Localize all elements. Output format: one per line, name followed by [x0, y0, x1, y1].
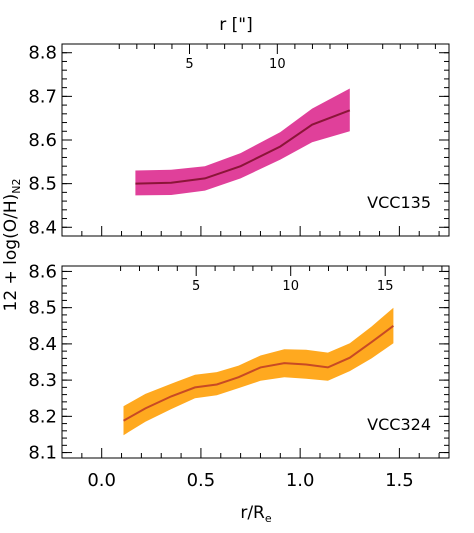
y-tick-label: 8.2 [28, 406, 57, 427]
panel-vcc324: 8.1 8.2 8.3 8.4 8.5 8.6 0.0 0.5 1.0 1.5 5 10 15 VCC32… [28, 261, 450, 491]
top-axis-title: r ["] [219, 15, 252, 35]
y-tick-label: 8.6 [28, 130, 57, 151]
top-tick-label: 10 [269, 57, 286, 72]
x-tick-label: 1.5 [385, 470, 414, 491]
x-axis-label: r/Re [240, 503, 272, 525]
galaxy-label: VCC135 [367, 193, 431, 212]
uncertainty-band [123, 307, 394, 436]
profile-line [123, 324, 394, 422]
top-tick-label: 10 [282, 279, 299, 294]
y-tick-label: 8.8 [28, 43, 57, 64]
y-tick-label: 8.7 [28, 86, 57, 107]
x-tick-label: 0.5 [187, 470, 216, 491]
y-tick-label: 8.4 [28, 334, 57, 355]
top-tick-label: 15 [377, 279, 394, 294]
uncertainty-band [135, 88, 350, 196]
y-tick-label: 8.6 [28, 261, 57, 282]
plot-frame [61, 265, 450, 459]
y-tick-label: 8.5 [28, 298, 57, 319]
y-tick-label: 8.5 [28, 174, 57, 195]
top-tick-label: 5 [185, 57, 193, 72]
y-tick-label: 8.4 [28, 217, 57, 238]
y-axis-label: 12 + log(O/H)N2 [1, 179, 23, 312]
galaxy-label: VCC324 [367, 415, 431, 434]
y-tick-label: 8.3 [28, 370, 57, 391]
x-tick-label: 1.0 [286, 470, 315, 491]
top-tick-label: 5 [192, 279, 200, 294]
y-tick-label: 8.1 [28, 443, 57, 464]
panel-vcc135: 8.4 8.5 8.6 8.7 8.8 5 10 VCC135 [28, 43, 450, 238]
x-tick-label: 0.0 [87, 470, 116, 491]
profile-line [135, 109, 351, 185]
